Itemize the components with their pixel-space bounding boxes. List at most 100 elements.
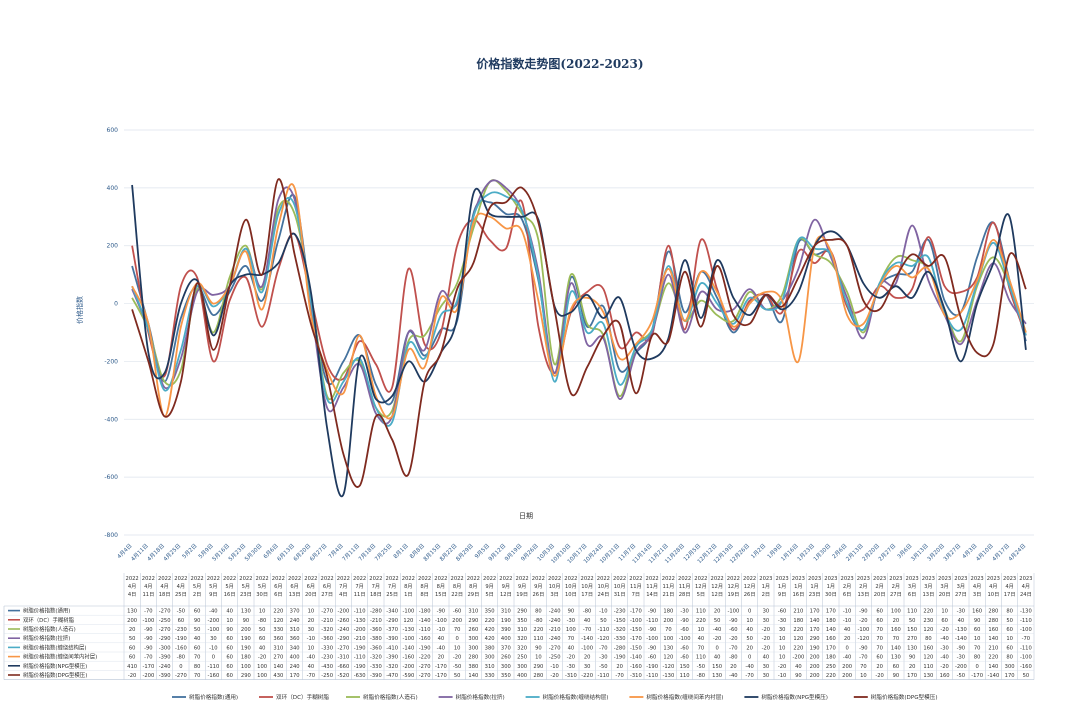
- table-cell: -520: [337, 673, 349, 679]
- table-header-month: 7月: [355, 583, 364, 590]
- table-cell: -100: [1020, 627, 1032, 633]
- table-cell: -300: [159, 645, 171, 651]
- table-cell: 310: [517, 627, 527, 633]
- table-cell: -250: [159, 618, 171, 624]
- table-header-year: 2022: [418, 576, 431, 582]
- table-cell: 180: [241, 655, 251, 661]
- table-header-day: 18日: [159, 591, 171, 598]
- table-header-year: 2022: [142, 576, 155, 582]
- legend-label: 树脂价格指数(通用): [189, 693, 238, 701]
- table-cell: -80: [583, 609, 591, 615]
- table-cell: 30: [779, 627, 786, 633]
- table-header-day: 4日: [339, 591, 348, 598]
- table-cell: 110: [696, 655, 706, 661]
- table-cell: 60: [129, 645, 136, 651]
- table-cell: -100: [402, 609, 414, 615]
- table-header-day: 27日: [890, 591, 902, 598]
- legend-label: 树脂价格指数(DPG型模压): [871, 693, 938, 701]
- table-cell: -250: [549, 655, 561, 661]
- table-header-year: 2022: [548, 576, 561, 582]
- table-cell: 350: [501, 673, 511, 679]
- table-header-day: 14日: [646, 591, 658, 598]
- table-cell: 70: [698, 645, 705, 651]
- table-cell: 310: [290, 627, 300, 633]
- table-cell: -100: [727, 609, 739, 615]
- table-cell: -160: [402, 655, 414, 661]
- table-cell: 130: [712, 673, 722, 679]
- table-header-year: 2022: [288, 576, 301, 582]
- legend-label: 树脂价格指数(缠绕间苯内衬层): [646, 693, 723, 701]
- table-header-day: 17日: [581, 591, 593, 598]
- table-cell: 50: [909, 618, 916, 624]
- table-header-month: 5月: [258, 583, 267, 590]
- table-cell: 240: [290, 618, 300, 624]
- table-cell: -110: [354, 609, 366, 615]
- table-cell: 60: [226, 655, 233, 661]
- table-cell: 380: [485, 645, 495, 651]
- table-cell: 10: [308, 609, 315, 615]
- table-header-month: 2月: [859, 583, 868, 590]
- table-cell: 300: [1005, 664, 1015, 670]
- table-cell: -320: [321, 627, 333, 633]
- table-header-month: 5月: [242, 583, 251, 590]
- table-cell: -90: [957, 645, 965, 651]
- table-cell: 30: [763, 609, 770, 615]
- table-cell: -160: [207, 673, 219, 679]
- table-cell: 190: [501, 618, 511, 624]
- table-header-year: 2022: [402, 576, 415, 582]
- table-header-year: 2022: [629, 576, 642, 582]
- table-cell: 300: [485, 655, 495, 661]
- legend-label: 树脂价格指数(NPG型模压): [761, 693, 828, 701]
- table-cell: -330: [321, 645, 333, 651]
- table-series-name: 树脂价格指数(拉挤): [23, 634, 70, 642]
- table-header-month: 3月: [924, 583, 933, 590]
- table-header-year: 2023: [873, 576, 886, 582]
- table-cell: 50: [194, 627, 201, 633]
- table-cell: -10: [599, 609, 607, 615]
- table-cell: -20: [258, 655, 266, 661]
- table-header-day: 13日: [922, 591, 934, 598]
- table-header-year: 2022: [532, 576, 545, 582]
- table-cell: -110: [419, 627, 431, 633]
- table-cell: 10: [860, 673, 867, 679]
- table-cell: 110: [680, 673, 690, 679]
- table-cell: -60: [453, 609, 461, 615]
- table-header-day: 27日: [955, 591, 967, 598]
- table-cell: 80: [974, 655, 981, 661]
- table-cell: 20: [730, 664, 737, 670]
- table-cell: -160: [1020, 664, 1032, 670]
- table-header-year: 2022: [207, 576, 220, 582]
- table-header-day: 20日: [305, 591, 317, 598]
- table-cell: 90: [226, 627, 233, 633]
- y-tick-label: 600: [107, 127, 119, 134]
- x-axis-label: 日期: [519, 512, 533, 520]
- table-cell: -50: [177, 609, 185, 615]
- table-header-year: 2023: [824, 576, 837, 582]
- table-header-month: 6月: [290, 583, 299, 590]
- legend-label: 树脂价格指数(人造石): [363, 693, 418, 701]
- table-cell: 100: [891, 609, 901, 615]
- table-cell: 30: [763, 673, 770, 679]
- table-cell: 80: [535, 609, 542, 615]
- table-cell: 30: [763, 664, 770, 670]
- table-cell: 30: [763, 618, 770, 624]
- table-header-day: 13日: [857, 591, 869, 598]
- table-cell: 190: [241, 645, 251, 651]
- table-header-year: 2022: [564, 576, 577, 582]
- table-header-year: 2022: [174, 576, 187, 582]
- table-header-month: 5月: [193, 583, 202, 590]
- table-header-month: 4月: [177, 583, 186, 590]
- table-header-month: 1月: [810, 583, 819, 590]
- table-cell: -200: [337, 609, 349, 615]
- table-cell: -160: [419, 636, 431, 642]
- table-header-month: 5月: [225, 583, 234, 590]
- table-cell: 120: [273, 618, 283, 624]
- table-cell: 60: [876, 618, 883, 624]
- table-cell: 20: [714, 609, 721, 615]
- table-cell: -170: [630, 636, 642, 642]
- table-header-month: 12月: [744, 583, 756, 590]
- table-cell: 180: [663, 609, 673, 615]
- table-header-year: 2023: [889, 576, 902, 582]
- table-cell: -290: [386, 618, 398, 624]
